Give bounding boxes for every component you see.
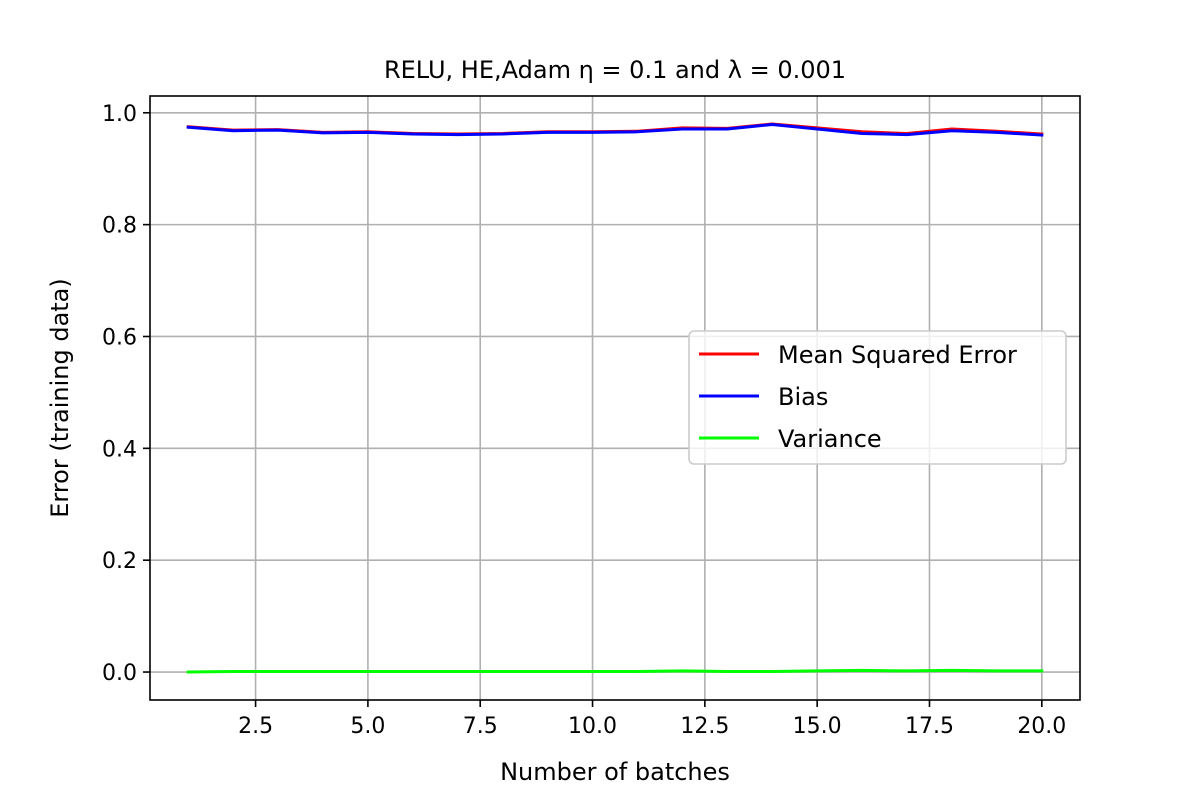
y-axis-label: Error (training data) xyxy=(46,278,74,518)
axes-frame xyxy=(149,95,1081,701)
chart-title: RELU, HE,Adam η = 0.1 and λ = 0.001 xyxy=(384,56,846,84)
legend: Mean Squared Error Bias Variance xyxy=(688,330,1067,465)
y-tick-label: 0.2 xyxy=(102,549,137,574)
x-tick-label: 7.5 xyxy=(463,714,498,739)
series-line-bias xyxy=(186,123,1044,137)
x-tick-label: 5.0 xyxy=(350,714,385,739)
x-tick-label: 10.0 xyxy=(568,714,617,739)
legend-label-variance: Variance xyxy=(778,425,882,453)
x-tick-label: 2.5 xyxy=(238,714,273,739)
x-tick-label: 15.0 xyxy=(793,714,842,739)
legend-box xyxy=(688,330,1067,465)
x-tick-label: 17.5 xyxy=(905,714,954,739)
x-axis-ticks: 2.5 5.0 7.5 10.0 12.5 15.0 17.5 20.0 xyxy=(238,700,1066,739)
y-tick-label: 0.6 xyxy=(102,325,137,350)
y-tick-label: 1.0 xyxy=(102,102,137,127)
y-tick-label: 0.0 xyxy=(102,661,137,686)
series-lines xyxy=(186,122,1044,674)
y-tick-label: 0.4 xyxy=(102,437,137,462)
x-tick-label: 12.5 xyxy=(680,714,729,739)
legend-label-mean-squared-error: Mean Squared Error xyxy=(778,341,1017,369)
series-line-variance xyxy=(186,668,1044,674)
y-axis-ticks: 0.0 0.2 0.4 0.6 0.8 1.0 xyxy=(102,102,150,686)
legend-label-bias: Bias xyxy=(778,383,828,411)
y-tick-label: 0.8 xyxy=(102,214,137,239)
x-axis-label: Number of batches xyxy=(500,758,730,786)
x-tick-label: 20.0 xyxy=(1017,714,1066,739)
